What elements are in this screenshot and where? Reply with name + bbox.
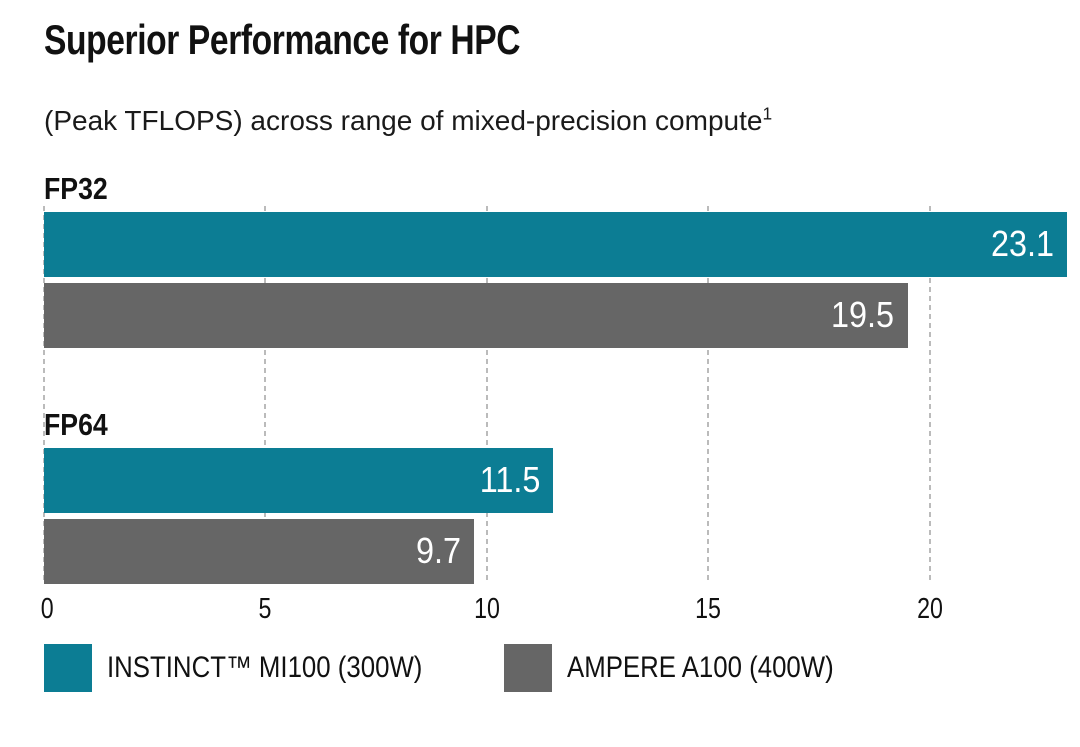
bar-fp32-series1: 19.5 [44, 282, 908, 348]
chart-title-text: Superior Performance for HPC [44, 16, 521, 63]
bar-value-label: 9.7 [415, 530, 461, 572]
legend-label: INSTINCT™ MI100 (300W) [107, 650, 423, 684]
bar-groups: FP32 23.1 19.5 FP64 11.5 9.7 [44, 166, 1067, 584]
bar-value-label: 11.5 [479, 459, 541, 501]
legend-swatch [44, 643, 92, 692]
bar-group-fp64: FP64 11.5 9.7 [44, 402, 1067, 584]
x-axis: 0 5 10 15 20 [41, 592, 1067, 628]
legend-swatch [503, 643, 552, 692]
chart-subtitle-text: (Peak TFLOPS) across range of mixed-prec… [44, 105, 763, 137]
x-tick-label: 0 [40, 592, 54, 625]
bar-chart-plot-area: FP32 23.1 19.5 FP64 11.5 9.7 [43, 166, 1067, 584]
bar-value-label: 23.1 [990, 223, 1054, 265]
x-tick-label: 20 [916, 592, 943, 625]
category-label: FP64 [44, 407, 108, 443]
x-tick-label: 15 [695, 592, 722, 625]
bar-fp64-series1: 9.7 [44, 518, 474, 584]
infographic-chart-panel: Superior Performance for HPC (Peak TFLOP… [0, 16, 1080, 692]
chart-title: Superior Performance for HPC [44, 16, 1067, 63]
x-tick-label: 5 [258, 592, 272, 625]
x-tick-label: 10 [473, 592, 500, 625]
bar-group-fp32: FP32 23.1 19.5 [44, 166, 1067, 348]
legend: INSTINCT™ MI100 (300W) AMPERE A100 (400W… [44, 643, 1067, 692]
bar-fp32-series0: 23.1 [44, 211, 1067, 277]
legend-item-a100: AMPERE A100 (400W) [503, 643, 877, 692]
legend-label: AMPERE A100 (400W) [566, 650, 834, 684]
bar-fp64-series0: 11.5 [44, 447, 554, 513]
footnote-marker: 1 [762, 103, 773, 124]
category-label: FP32 [44, 171, 108, 207]
bar-value-label: 19.5 [831, 294, 895, 336]
legend-item-mi100: INSTINCT™ MI100 (300W) [44, 643, 474, 692]
chart-subtitle: (Peak TFLOPS) across range of mixed-prec… [44, 104, 1067, 138]
